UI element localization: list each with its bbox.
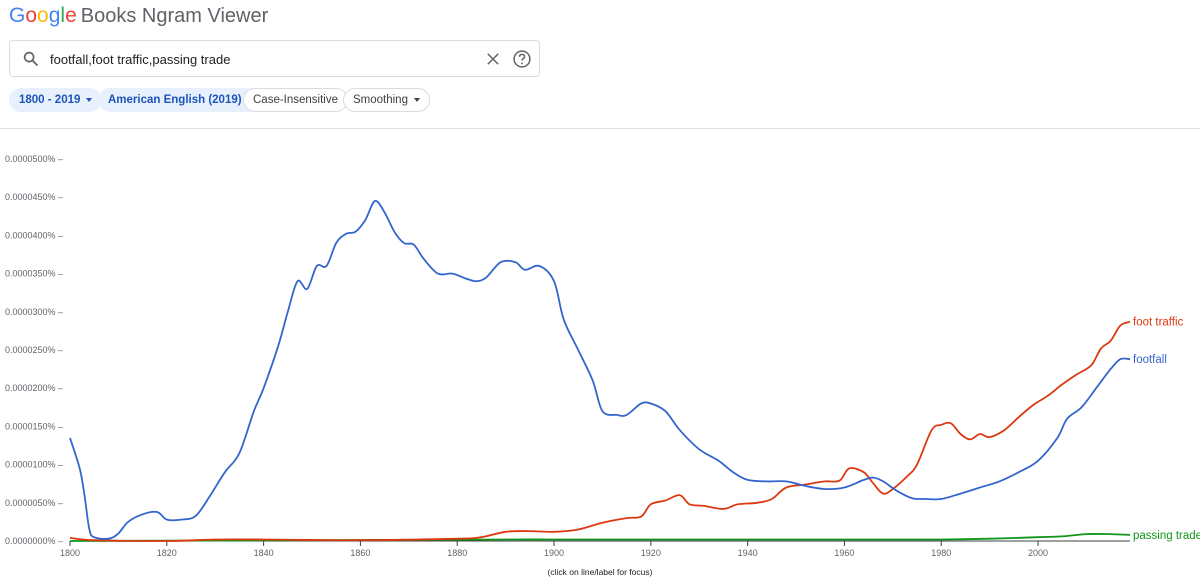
x-tick-label: 1980 — [931, 548, 951, 558]
y-tick-label: 0.0000050% – — [5, 498, 63, 508]
series-label-foot-traffic[interactable]: foot traffic — [1133, 317, 1184, 329]
x-tick-label: 1960 — [834, 548, 854, 558]
x-tick-label: 1800 — [60, 548, 80, 558]
y-tick-label: 0.0000500% – — [5, 154, 63, 164]
series-label-footfall[interactable]: footfall — [1133, 354, 1167, 366]
series-labels: footfall foot traffic passing trade — [1133, 317, 1200, 542]
case-insensitive-toggle[interactable]: Case-Insensitive — [243, 88, 349, 112]
series-lines — [69, 200, 1131, 542]
smoothing-dropdown[interactable]: Smoothing — [343, 88, 430, 112]
ngram-chart: 0.0000000% – 0.0000050% – 0.0000100% – 0.00… — [5, 154, 1200, 577]
year-range-dropdown[interactable]: 1800 - 2019 — [9, 88, 103, 112]
y-tick-label: 0.0000100% – — [5, 460, 63, 470]
y-axis: 0.0000000% – 0.0000050% – 0.0000100% – 0.00… — [5, 154, 63, 546]
x-axis: 1800 1820 1840 1860 1880 1900 1920 1940 1960 1980… — [60, 540, 1130, 558]
close-icon[interactable] — [484, 50, 502, 68]
x-tick-label: 1940 — [738, 548, 758, 558]
y-tick-label: 0.0000450% – — [5, 192, 63, 202]
y-tick-label: 0.0000350% – — [5, 269, 63, 279]
chip-label: American English (2019) — [108, 94, 242, 106]
chart-note: (click on line/label for focus) — [548, 567, 653, 577]
logo-letter: g — [48, 4, 61, 27]
chevron-down-icon — [413, 97, 420, 102]
series-label-passing-trade[interactable]: passing trade — [1133, 530, 1200, 542]
series-line-foot-traffic[interactable] — [69, 320, 1131, 542]
y-tick-label: 0.0000300% – — [5, 307, 63, 317]
y-tick-label: 0.0000400% – — [5, 230, 63, 240]
logo-letter: o — [37, 4, 49, 27]
chip-label: 1800 - 2019 — [19, 94, 81, 106]
search-box — [9, 40, 540, 77]
logo-letter: o — [25, 4, 38, 27]
chip-label: Smoothing — [353, 94, 408, 106]
google-books-ngram-logo[interactable]: Google Books Ngram Viewer — [9, 4, 268, 28]
series-line-footfall[interactable] — [69, 200, 1131, 540]
search-icon[interactable] — [22, 50, 40, 68]
logo-letter: l — [60, 4, 66, 27]
x-tick-label: 1860 — [350, 548, 370, 558]
y-tick-label: 0.0000200% – — [5, 383, 63, 393]
logo-letter: e — [65, 4, 77, 27]
search-input[interactable] — [48, 46, 472, 72]
product-name: Books Ngram Viewer — [80, 5, 269, 27]
x-tick-label: 1840 — [254, 548, 274, 558]
x-tick-label: 1820 — [157, 548, 177, 558]
x-tick-label: 2000 — [1028, 548, 1048, 558]
chip-label: Case-Insensitive — [253, 94, 339, 106]
x-tick-label: 1920 — [641, 548, 661, 558]
chevron-down-icon — [86, 97, 93, 102]
corpus-dropdown[interactable]: American English (2019) — [98, 88, 264, 112]
x-tick-label: 1880 — [447, 548, 467, 558]
logo-letter: G — [9, 4, 26, 27]
y-tick-label: 0.0000000% – — [5, 536, 63, 546]
y-tick-label: 0.0000150% – — [5, 421, 63, 431]
x-tick-label: 1900 — [544, 548, 564, 558]
help-icon[interactable] — [512, 49, 532, 69]
y-tick-label: 0.0000250% – — [5, 345, 63, 355]
